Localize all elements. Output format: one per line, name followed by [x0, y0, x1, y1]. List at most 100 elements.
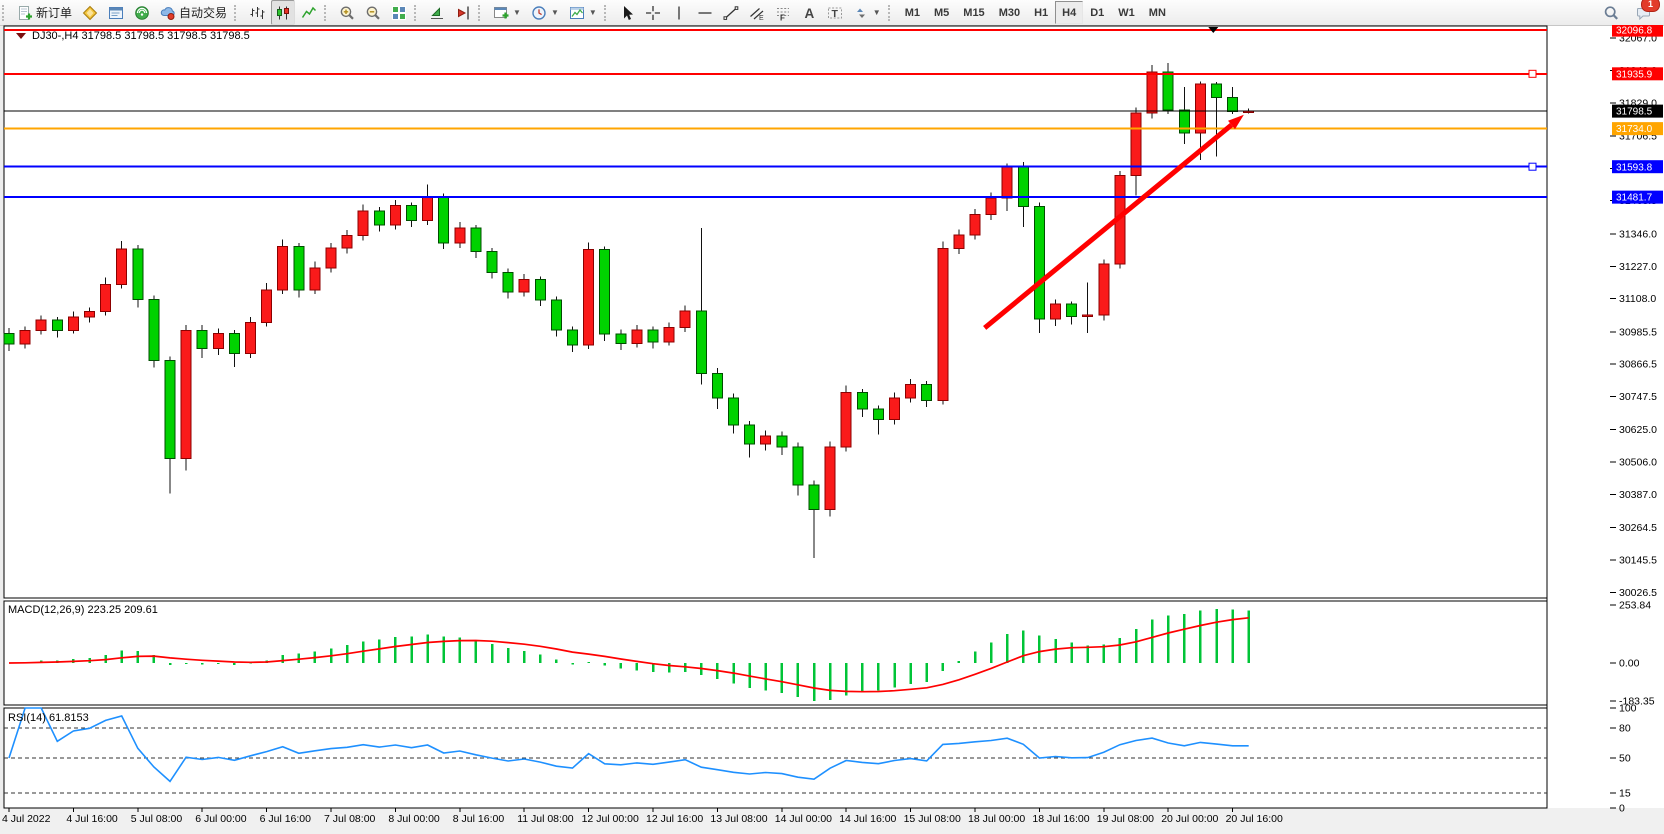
time-axis-label: 12 Jul 00:00: [582, 813, 639, 825]
tile-windows-icon: [392, 5, 407, 20]
auto-trading-button[interactable]: 自动交易: [156, 0, 231, 25]
new-order-icon: [19, 5, 32, 20]
zoom-out-button[interactable]: [361, 0, 385, 25]
horizontal-line-button[interactable]: [693, 0, 717, 25]
line-handle[interactable]: [1528, 69, 1537, 78]
cursor-icon: [623, 5, 633, 20]
candle: [357, 204, 369, 241]
time-axis-label: 20 Jul 16:00: [1226, 813, 1283, 825]
zoom-in-button[interactable]: [335, 0, 359, 25]
crosshair-button[interactable]: [641, 0, 665, 25]
data-window-icon: [109, 6, 124, 19]
chart-shift-icon: [458, 6, 469, 19]
cursor-button[interactable]: [615, 0, 639, 25]
time-axis: 4 Jul 2022 4 Jul 16:00 5 Jul 08:00 6 Jul 00…: [2, 808, 1283, 825]
candlestick-chart[interactable]: 32067.031948.031829.031706.531587.531468…: [0, 25, 1664, 834]
zoom-in-icon: [340, 6, 354, 20]
candle: [856, 389, 868, 417]
price-badge-label: 31798.5: [1616, 107, 1653, 118]
notifications-button[interactable]: 1: [1631, 0, 1660, 25]
timeframe-m1-button[interactable]: M1: [904, 6, 920, 19]
vertical-line-button[interactable]: [667, 0, 691, 25]
new-chart-button[interactable]: ▼: [489, 0, 525, 25]
data-window-button[interactable]: [104, 0, 128, 25]
dropdown-caret-icon[interactable]: ▼: [588, 8, 597, 17]
vertical-line-icon: [678, 6, 680, 19]
fibonacci-icon: F: [776, 7, 789, 21]
text-label-button[interactable]: T: [823, 0, 847, 25]
candle: [19, 326, 31, 349]
candle: [389, 199, 401, 230]
time-axis-label: 18 Jul 16:00: [1032, 813, 1089, 825]
toolbar-separator: [414, 4, 421, 21]
auto-trading-button-label: 自动交易: [179, 6, 228, 20]
time-axis-label: 8 Jul 00:00: [388, 813, 440, 825]
timeframe-h4-button[interactable]: H4: [1055, 1, 1084, 24]
candle: [583, 242, 595, 350]
price-tick-label: 31227.0: [1619, 261, 1657, 273]
market-watch-button[interactable]: [78, 0, 102, 25]
bar-chart-button[interactable]: [245, 0, 269, 25]
periods-icon: [532, 5, 546, 20]
channel-button[interactable]: E: [745, 0, 769, 25]
line-chart-button[interactable]: [297, 0, 321, 25]
timeframe-mn-button[interactable]: MN: [1148, 6, 1166, 19]
price-badge-label: 31593.8: [1616, 162, 1653, 173]
chart-shift-button[interactable]: [451, 0, 475, 25]
text-button[interactable]: A: [797, 0, 821, 25]
search-button[interactable]: [1599, 0, 1623, 25]
trend-arrow[interactable]: [983, 114, 1244, 330]
candle: [518, 274, 530, 297]
rsi-tick-label: 15: [1619, 788, 1631, 800]
chart-dropdown-caret-icon[interactable]: [16, 33, 26, 39]
candle: [599, 246, 611, 341]
chart-title: DJ30-,H4 31798.5 31798.5 31798.5 31798.5: [16, 30, 250, 42]
candle-chart-button[interactable]: [271, 0, 296, 25]
candle: [711, 368, 723, 409]
candle: [695, 228, 707, 385]
timeframe-m5-button[interactable]: M5: [934, 6, 950, 19]
time-axis-label: 4 Jul 2022: [2, 813, 51, 825]
dropdown-caret-icon[interactable]: ▼: [550, 8, 559, 17]
candle: [1050, 299, 1061, 326]
auto-scroll-button[interactable]: [425, 0, 449, 25]
timeframe-d1-button[interactable]: D1: [1090, 6, 1105, 19]
line-handle[interactable]: [1528, 162, 1537, 171]
navigator-icon: [135, 5, 149, 20]
timeframe-w1-button[interactable]: W1: [1118, 6, 1135, 19]
symbol-title: DJ30-,H4 31798.5 31798.5 31798.5 31798.5: [32, 30, 250, 42]
tile-windows-button[interactable]: [387, 0, 411, 25]
candle: [502, 268, 514, 299]
macd-indicator-label: MACD(12,26,9) 223.25 209.61: [8, 604, 158, 616]
dropdown-caret-icon[interactable]: ▼: [513, 8, 521, 17]
price-tick-label: 30026.5: [1619, 587, 1657, 599]
candle: [325, 243, 337, 273]
dropdown-caret-icon[interactable]: ▼: [872, 8, 881, 17]
new-chart-icon: [494, 6, 509, 18]
candle: [1162, 63, 1174, 114]
line-chart-icon: [301, 6, 317, 18]
candle: [1082, 282, 1094, 333]
price-tick-label: 31346.0: [1619, 228, 1657, 240]
price-tick-label: 31108.0: [1619, 293, 1656, 305]
timeframe-m30-button[interactable]: M30: [998, 6, 1021, 19]
periods-button[interactable]: ▼: [527, 0, 563, 25]
price-tick-label: 30625.0: [1619, 424, 1657, 436]
navigator-button[interactable]: [130, 0, 154, 25]
trendline-button[interactable]: [719, 0, 743, 25]
price-tick-label: 30387.0: [1619, 489, 1657, 501]
candle: [550, 296, 562, 337]
toolbar: 新订单 自动交易 ▼ ▼ ▼ E F A T ▼ M1 M5 M15 M30 H1 H4 D1 W1 MN 1: [0, 0, 1664, 26]
arrows-button[interactable]: ▼: [849, 0, 885, 25]
toolbar-separator: [478, 4, 485, 21]
time-axis-label: 15 Jul 08:00: [904, 813, 961, 825]
rsi-tick-label: 80: [1619, 723, 1631, 735]
timeframe-m15-button[interactable]: M15: [963, 6, 985, 19]
fibonacci-button[interactable]: F: [771, 0, 795, 25]
price-tick-label: 30506.0: [1619, 457, 1657, 469]
svg-text:E: E: [759, 15, 764, 21]
timeframe-h1-button[interactable]: H1: [1034, 6, 1049, 19]
candle: [84, 307, 95, 323]
templates-button[interactable]: ▼: [565, 0, 601, 25]
new-order-button[interactable]: 新订单: [13, 0, 76, 25]
